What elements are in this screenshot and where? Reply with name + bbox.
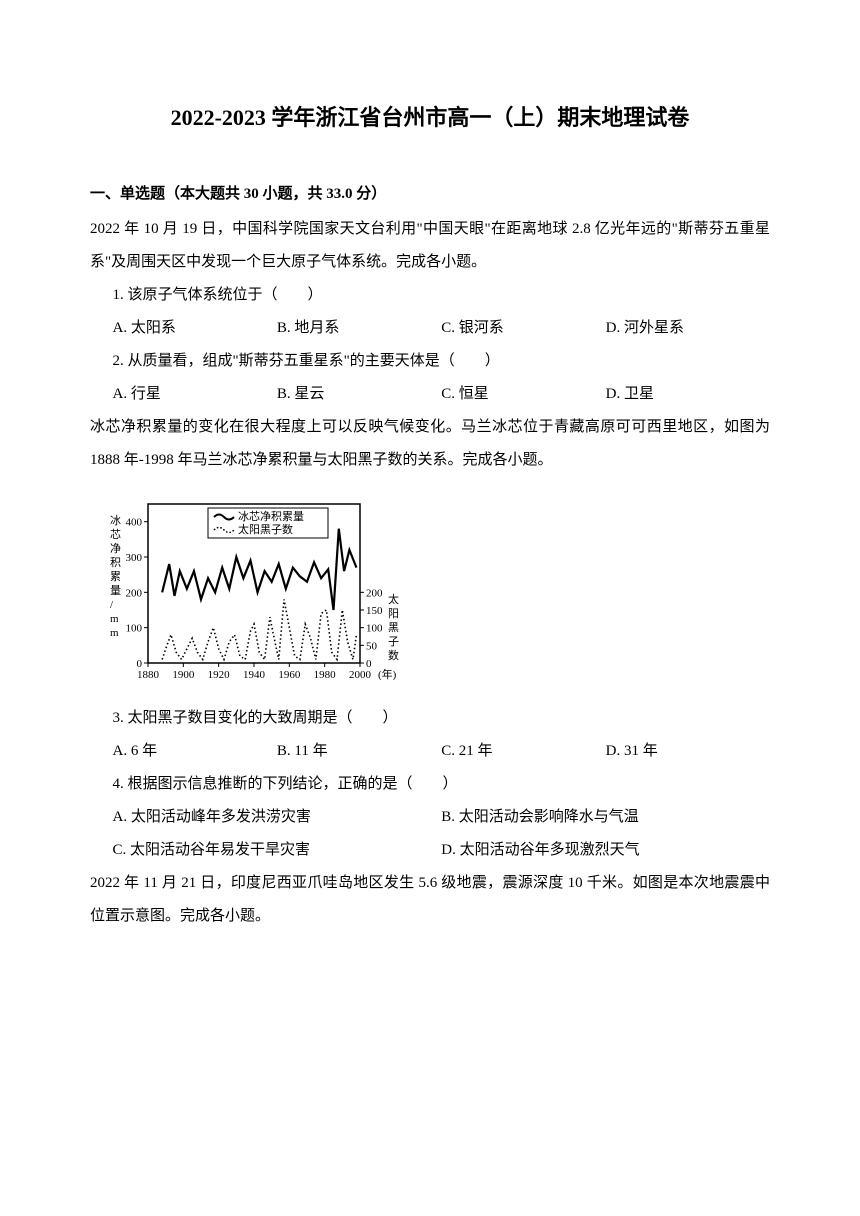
svg-text:太阳黑子数: 太阳黑子数: [238, 523, 293, 536]
svg-text:量: 量: [110, 584, 121, 597]
q1-opt-d: D. 河外星系: [606, 312, 770, 345]
svg-text:1940: 1940: [243, 669, 266, 681]
q4-options: A. 太阳活动峰年多发洪涝灾害 B. 太阳活动会影响降水与气温 C. 太阳活动谷…: [113, 801, 771, 867]
q3-options: A. 6 年 B. 11 年 C. 21 年 D. 31 年: [113, 735, 771, 768]
svg-text:黑: 黑: [388, 621, 399, 634]
svg-text:300: 300: [126, 552, 143, 564]
q3-opt-d: D. 31 年: [606, 735, 770, 768]
svg-text:冰: 冰: [110, 514, 121, 527]
chart-figure: 0100200300400050100150200188019001920194…: [100, 492, 770, 692]
q4-opt-a: A. 太阳活动峰年多发洪涝灾害: [113, 801, 442, 834]
svg-text:子: 子: [388, 635, 399, 648]
svg-text:冰芯净积累量: 冰芯净积累量: [238, 509, 304, 523]
svg-text:数: 数: [388, 649, 399, 662]
svg-text:100: 100: [366, 623, 383, 635]
q2-opt-d: D. 卫星: [606, 378, 770, 411]
svg-text:1960: 1960: [278, 669, 301, 681]
svg-text:1920: 1920: [208, 669, 231, 681]
svg-text:400: 400: [126, 517, 143, 529]
q1-opt-a: A. 太阳系: [113, 312, 277, 345]
svg-text:150: 150: [366, 605, 383, 617]
q1-opt-c: C. 银河系: [441, 312, 605, 345]
q4-opt-d: D. 太阳活动谷年多现激烈天气: [441, 834, 770, 867]
svg-text:200: 200: [366, 587, 383, 599]
svg-text:50: 50: [366, 640, 378, 652]
svg-text:2000: 2000: [349, 669, 372, 681]
svg-text:太: 太: [388, 593, 399, 606]
svg-text:m: m: [110, 627, 119, 639]
svg-text:积: 积: [110, 556, 121, 569]
q4-opt-c: C. 太阳活动谷年易发干旱灾害: [113, 834, 442, 867]
q1-opt-b: B. 地月系: [277, 312, 441, 345]
q3-opt-c: C. 21 年: [441, 735, 605, 768]
svg-text:200: 200: [126, 587, 143, 599]
q2-opt-c: C. 恒星: [441, 378, 605, 411]
svg-text:(年): (年): [378, 667, 397, 681]
q2-opt-b: B. 星云: [277, 378, 441, 411]
q3-opt-a: A. 6 年: [113, 735, 277, 768]
svg-text:净: 净: [110, 541, 121, 555]
exam-page: 2022-2023 学年浙江省台州市高一（上）期末地理试卷 一、单选题（本大题共…: [0, 0, 860, 1216]
svg-text:m: m: [110, 613, 119, 625]
page-title: 2022-2023 学年浙江省台州市高一（上）期末地理试卷: [90, 100, 770, 132]
q1-options: A. 太阳系 B. 地月系 C. 银河系 D. 河外星系: [113, 312, 771, 345]
q3-opt-b: B. 11 年: [277, 735, 441, 768]
q1-stem: 1. 该原子气体系统位于（ ）: [113, 279, 771, 312]
q2-stem: 2. 从质量看，组成"斯蒂芬五重星系"的主要天体是（ ）: [113, 345, 771, 378]
svg-text:/: /: [110, 599, 114, 611]
svg-text:累: 累: [110, 570, 121, 583]
passage-2: 冰芯净积累量的变化在很大程度上可以反映气候变化。马兰冰芯位于青藏高原可可西里地区…: [90, 411, 770, 477]
q2-options: A. 行星 B. 星云 C. 恒星 D. 卫星: [113, 378, 771, 411]
svg-text:阳: 阳: [388, 607, 399, 620]
svg-text:100: 100: [126, 623, 143, 635]
svg-text:1900: 1900: [172, 669, 195, 681]
q4-opt-b: B. 太阳活动会影响降水与气温: [441, 801, 770, 834]
q4-stem: 4. 根据图示信息推断的下列结论，正确的是（ ）: [113, 768, 771, 801]
passage-3: 2022 年 11 月 21 日，印度尼西亚爪哇岛地区发生 5.6 级地震，震源…: [90, 867, 770, 933]
passage-1: 2022 年 10 月 19 日，中国科学院国家天文台利用"中国天眼"在距离地球…: [90, 213, 770, 279]
svg-text:芯: 芯: [110, 527, 121, 541]
q3-stem: 3. 太阳黑子数目变化的大致周期是（ ）: [113, 702, 771, 735]
sunspot-ice-chart: 0100200300400050100150200188019001920194…: [100, 492, 400, 687]
section-header: 一、单选题（本大题共 30 小题，共 33.0 分）: [90, 182, 770, 203]
svg-text:1980: 1980: [314, 669, 337, 681]
q2-opt-a: A. 行星: [113, 378, 277, 411]
svg-text:1880: 1880: [137, 669, 160, 681]
